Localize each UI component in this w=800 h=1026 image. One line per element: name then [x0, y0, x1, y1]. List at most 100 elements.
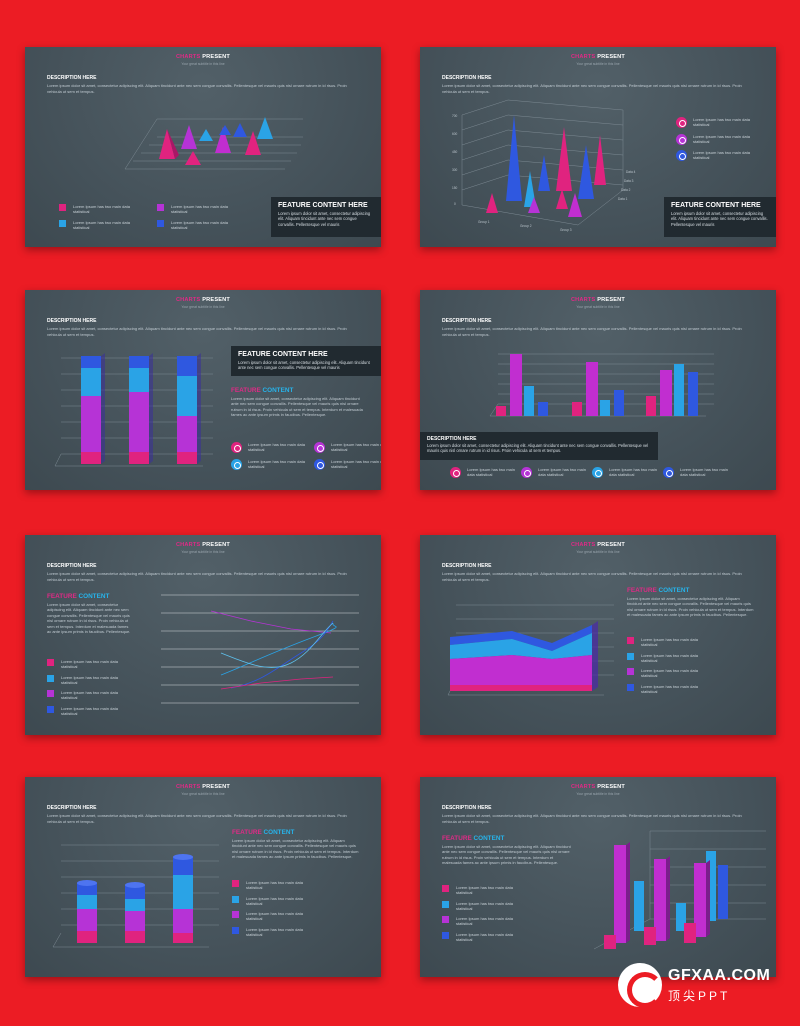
legend-swatch-cyan	[59, 219, 66, 227]
slide-subtitle: Your great subtitle in this line	[181, 305, 225, 309]
description-body: Lorem ipsum dolor sit amet, consectetur …	[442, 326, 742, 337]
area-blue	[450, 625, 592, 651]
slide-subtitle: Your great subtitle in this line	[576, 62, 620, 66]
slide-subtitle: Your great subtitle in this line	[576, 792, 620, 796]
feature-title: FEATURE CONTENT	[627, 587, 690, 594]
description-body: Lorem ipsum dolor sit amet, consectetur …	[442, 571, 742, 582]
slide-stacked-columns[interactable]: CHARTS PRESENT Your great subtitle in th…	[25, 290, 381, 490]
legend-swatch-magenta	[627, 668, 634, 676]
legend-swatch-pink	[627, 637, 634, 644]
slide-title: CHARTS PRESENT	[175, 784, 231, 790]
description-heading: DESCRIPTION HERE	[442, 75, 492, 81]
g1-bar-pink	[496, 406, 506, 416]
svg-text:Group 2: Group 2	[520, 224, 532, 228]
area-chart	[447, 604, 614, 696]
legend-swatch-blue	[627, 683, 634, 691]
stack-bar-1	[81, 353, 105, 464]
g1-bar-blue	[538, 402, 548, 416]
cone-chart: 700 600 450 300 150 0 Group 1 Group 2 Gr…	[452, 99, 636, 232]
line-magenta	[210, 610, 332, 634]
g1-bar-magenta	[510, 354, 522, 416]
feature-text: Lorem ipsum dolor sit amet, consectetur …	[627, 596, 754, 618]
grouped-column-chart	[489, 353, 714, 417]
description-heading: DESCRIPTION HERE	[47, 805, 97, 811]
svg-text:150: 150	[452, 186, 458, 190]
gear-icon	[663, 467, 674, 478]
slide-title: CHARTS PRESENT	[570, 54, 626, 60]
slide-3d-bar-chart[interactable]: CHARTS PRESENT Your great subtitle in th…	[420, 777, 776, 977]
feature-title: FEATURE CONTENT	[232, 829, 295, 836]
cone-5	[556, 189, 568, 209]
slide-subtitle: Your great subtitle in this line	[181, 792, 225, 796]
user-icon	[450, 467, 461, 478]
description-box-body: Lorem ipsum dolor sit amet, consectetur …	[427, 443, 649, 454]
stack-bar-3	[177, 353, 201, 464]
line-cyan-2	[220, 622, 334, 668]
svg-text:300: 300	[452, 168, 458, 172]
slide-line-chart[interactable]: CHARTS PRESENT Your great subtitle in th…	[25, 535, 381, 735]
feature-title: FEATURE CONTENT	[442, 835, 505, 842]
g3-bar-blue	[688, 372, 698, 416]
target-icon	[592, 467, 603, 478]
svg-text:Data 1: Data 1	[618, 197, 628, 201]
slide-area-chart[interactable]: CHARTS PRESENT Your great subtitle in th…	[420, 535, 776, 735]
svg-text:450: 450	[452, 150, 458, 154]
icon-legend: Lorem Ipsum has two main data statistica…	[231, 442, 381, 475]
g2-bar-magenta	[586, 362, 598, 416]
slide-cone-chart[interactable]: CHARTS PRESENT Your great subtitle in th…	[420, 47, 776, 247]
pyramid-5	[233, 123, 247, 137]
svg-text:600: 600	[452, 132, 458, 136]
slide-title: CHARTS PRESENT	[175, 297, 231, 303]
legend-swatch-blue	[442, 931, 449, 939]
cone-10	[568, 193, 582, 217]
legend-swatch-magenta	[442, 916, 449, 924]
g3-bar-cyan	[674, 364, 684, 416]
stack-bar-2	[129, 353, 153, 464]
slide-cylinder-chart[interactable]: CHARTS PRESENT Your great subtitle in th…	[25, 777, 381, 977]
svg-text:0: 0	[454, 202, 456, 206]
description-body: Lorem ipsum dolor sit amet, consectetur …	[47, 571, 347, 582]
bar-cyan-3	[676, 903, 686, 931]
bar-pink-2	[644, 927, 656, 945]
slide-title: CHARTS PRESENT	[175, 542, 231, 548]
user-icon	[676, 117, 687, 128]
legend: Lorem Ipsum has two main data statistica…	[442, 885, 518, 947]
feature-box: FEATURE CONTENT HERE Lorem ipsum dolor s…	[271, 197, 381, 237]
legend-swatch-pink	[59, 204, 66, 211]
icon-legend: Lorem Ipsum has two main data statistica…	[450, 467, 732, 484]
g2-bar-pink	[572, 402, 582, 416]
area-magenta	[450, 655, 592, 685]
pyramid-4	[215, 127, 231, 153]
description-heading: DESCRIPTION HERE	[442, 563, 492, 569]
legend-swatch-cyan	[442, 900, 449, 908]
bar-blue-2	[718, 865, 728, 919]
description-body: Lorem ipsum dolor sit amet, consectetur …	[47, 326, 347, 337]
icon-legend: Lorem Ipsum has two main data statistica…	[676, 117, 755, 167]
feature-text: Lorem ipsum dolor sit amet, consectetur …	[47, 602, 131, 635]
svg-text:Group 3: Group 3	[560, 228, 572, 232]
feature-body: Lorem ipsum dolor sit amet, consectetur …	[278, 211, 371, 227]
slide-subtitle: Your great subtitle in this line	[576, 550, 620, 554]
legend-swatch-blue	[157, 219, 164, 227]
gfxaa-logo-icon	[618, 963, 663, 1008]
chart-icon	[314, 442, 325, 453]
description-heading: DESCRIPTION HERE	[442, 318, 492, 324]
line-chart	[161, 594, 359, 704]
pyramid-9	[219, 125, 231, 135]
legend-swatch-magenta	[47, 690, 54, 698]
feature-text: Lorem ipsum dolor sit amet, consectetur …	[231, 396, 363, 418]
feature-text: Lorem ipsum dolor sit amet, consectetur …	[442, 844, 571, 866]
feature-body: Lorem ipsum dolor sit amet, consectetur …	[238, 360, 370, 371]
feature-heading: FEATURE CONTENT HERE	[278, 202, 368, 209]
description-body: Lorem ipsum dolor sit amet, consectetur …	[442, 813, 742, 824]
pyramid-1	[159, 129, 175, 159]
area-pink	[450, 685, 592, 691]
slide-subtitle: Your great subtitle in this line	[181, 62, 225, 66]
slide-pyramid-chart[interactable]: CHARTS PRESENT Your great subtitle in th…	[25, 47, 381, 247]
feature-box: FEATURE CONTENT HERE Lorem ipsum dolor s…	[231, 346, 381, 376]
pyramid-7	[257, 117, 273, 139]
stacked-column-chart	[54, 353, 213, 467]
slide-grouped-columns[interactable]: CHARTS PRESENT Your great subtitle in th…	[420, 290, 776, 490]
g2-bar-cyan	[600, 400, 610, 416]
pyramid-2	[181, 125, 197, 149]
